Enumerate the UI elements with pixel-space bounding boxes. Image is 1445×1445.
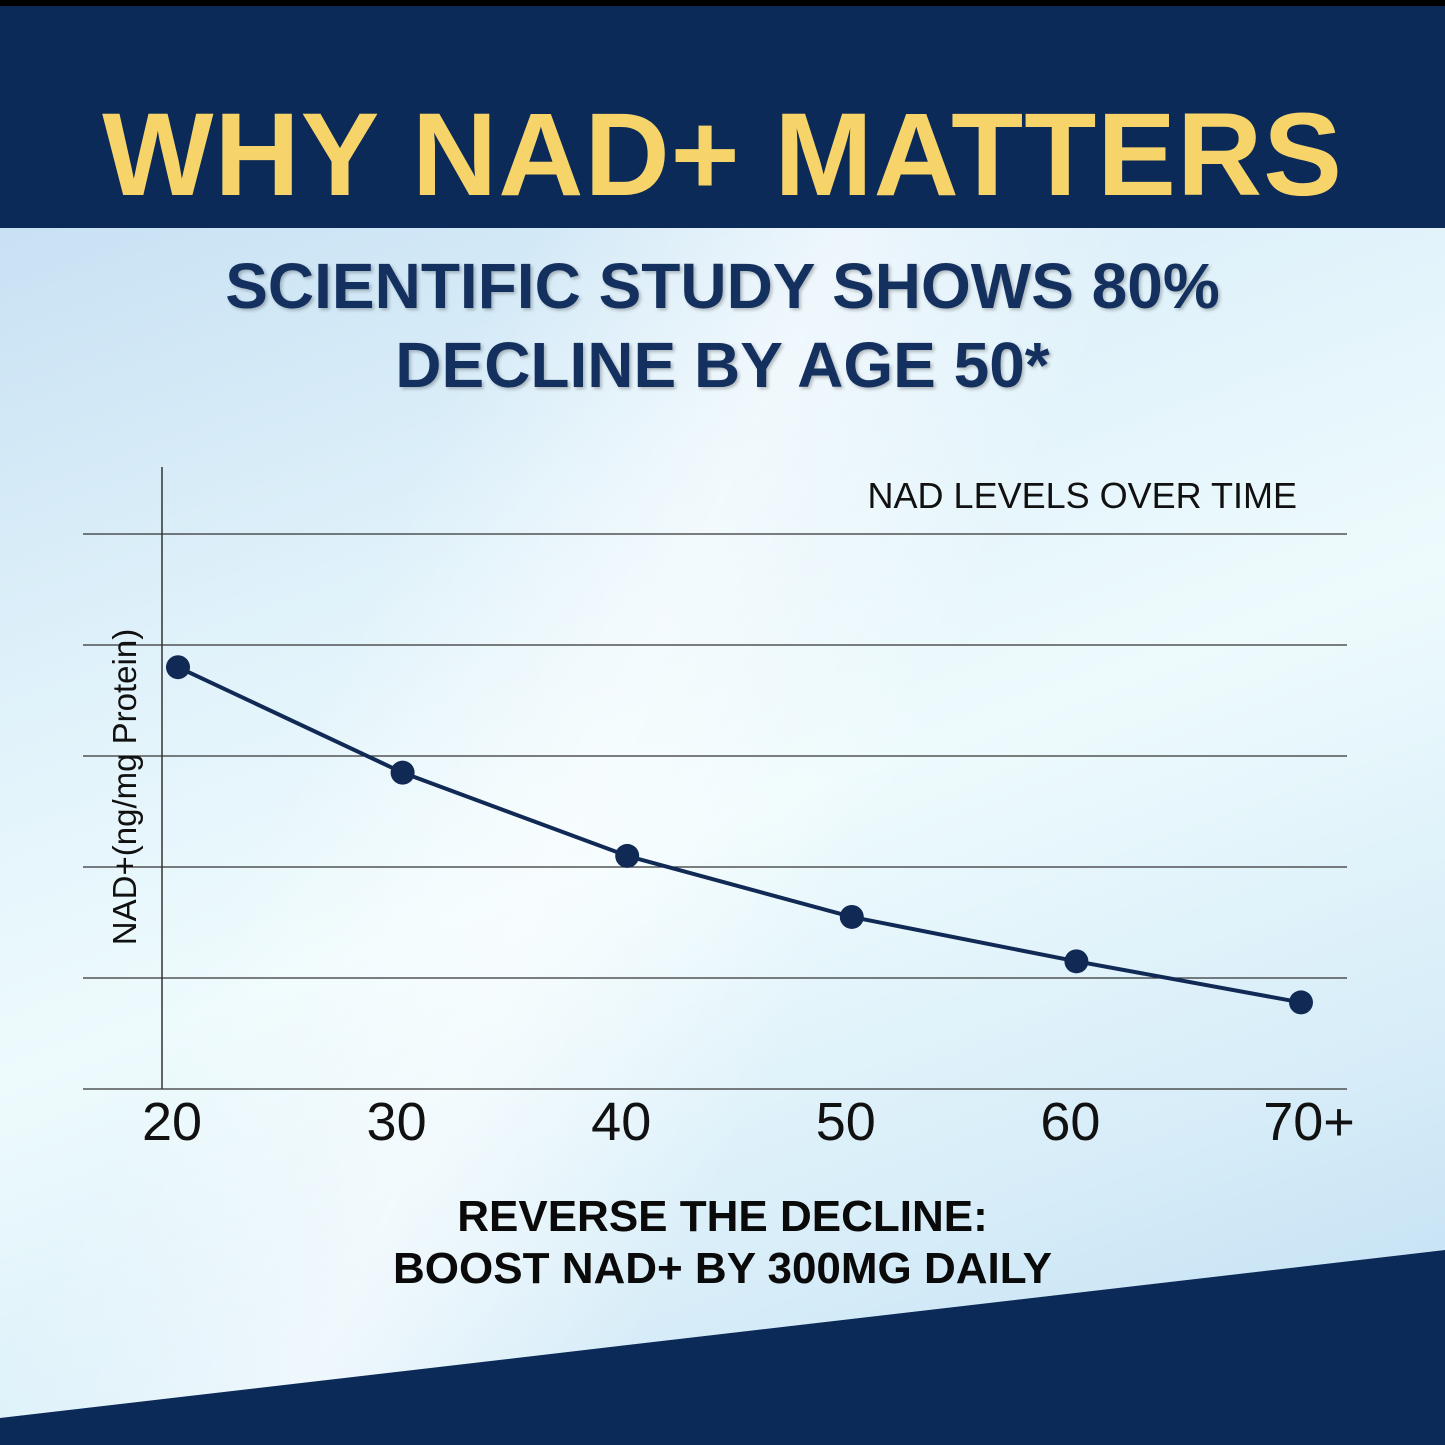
x-tick-label: 30 xyxy=(367,1092,427,1152)
data-point xyxy=(839,904,864,929)
x-axis-ticks: 20 30 40 50 60 70+ xyxy=(142,1092,1355,1152)
x-tick-label: 50 xyxy=(816,1092,876,1152)
x-tick-label: 20 xyxy=(142,1092,202,1152)
x-tick-label: 40 xyxy=(591,1092,651,1152)
y-axis-label: NAD+(ng/mg Protein) xyxy=(106,629,143,945)
data-point xyxy=(1064,949,1089,974)
headline-line-2: DECLINE BY AGE 50* xyxy=(395,329,1050,401)
chart-title: NAD LEVELS OVER TIME xyxy=(868,475,1297,516)
chart-gridlines xyxy=(83,533,1347,1090)
cta-line-2: BOOST NAD+ BY 300MG DAILY xyxy=(393,1244,1052,1293)
data-point xyxy=(1289,990,1313,1015)
data-point xyxy=(615,843,640,868)
data-point xyxy=(166,655,190,680)
page-title: WHY NAD+ MATTERS xyxy=(102,89,1343,221)
series-line xyxy=(177,665,1302,1005)
x-tick-label: 70+ xyxy=(1263,1092,1355,1152)
series-points xyxy=(166,655,1313,1015)
data-point xyxy=(390,760,415,785)
title-banner xyxy=(0,0,1445,228)
headline-line-1: SCIENTIFIC STUDY SHOWS 80% xyxy=(225,250,1220,322)
cta-line-1: REVERSE THE DECLINE: xyxy=(457,1192,988,1241)
x-tick-label: 60 xyxy=(1040,1092,1100,1152)
